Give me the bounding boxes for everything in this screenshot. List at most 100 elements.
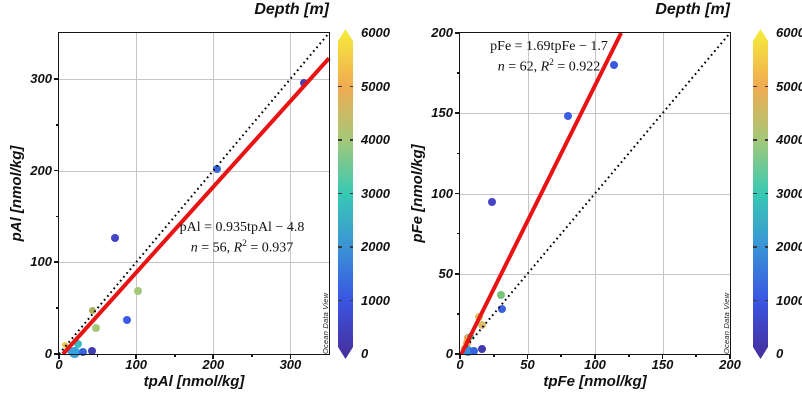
regression-stats: n = 56, R2 = 0.937: [190, 239, 294, 256]
colorbar-tick-label: 1000: [361, 292, 390, 308]
data-point: [92, 324, 101, 333]
data-point: [477, 345, 486, 354]
colorbar-tick-label: 3000: [776, 185, 802, 201]
gridline: [59, 262, 329, 264]
data-point: [497, 305, 506, 314]
y-tick-label: 150: [431, 105, 453, 121]
x-minor-tick-mark: [492, 354, 495, 357]
colorbar-title: Depth [m]: [254, 1, 329, 18]
regression-annotation: pAl = 0.935tpAl − 4.8 n = 56, R2 = 0.937: [157, 219, 327, 257]
x-tick-label: 100: [584, 357, 606, 372]
y-tick-mark: [54, 353, 59, 355]
data-point: [62, 341, 69, 348]
plot-area: pFe = 1.69tpFe − 1.7 n = 62, R2 = 0.922: [459, 32, 731, 356]
depth-colorbar: [338, 29, 353, 359]
y-tick-label: 100: [431, 185, 453, 201]
colorbar-tick-mark: [753, 85, 757, 88]
data-point: [88, 347, 97, 356]
panel-pal-vs-tpal: Depth [m] pAl [nmol/kg] pAl = 0.935tpAl …: [8, 1, 390, 390]
x-tick-mark: [729, 354, 731, 359]
colorbar-tick-label: 0: [776, 346, 784, 361]
gridline: [59, 170, 329, 172]
data-point: [122, 316, 131, 325]
y-minor-tick-mark: [456, 313, 460, 315]
data-point: [496, 290, 505, 299]
regression-stats: n = 62, R2 = 0.922: [497, 58, 601, 75]
y-tick-mark: [455, 112, 460, 115]
colorbar-tick-mark: [349, 85, 353, 88]
y-tick-mark: [455, 353, 460, 355]
data-point: [564, 112, 572, 121]
plot-lines: [58, 32, 331, 356]
y-tick-mark: [455, 272, 460, 275]
x-tick-label: 300: [279, 357, 302, 372]
regression-line: [61, 56, 331, 356]
regression-annotation: pFe = 1.69tpFe − 1.7 n = 62, R2 = 0.922: [460, 38, 638, 76]
colorbar-tick-mark: [349, 139, 353, 141]
colorbar-tick-label: 2000: [776, 239, 802, 254]
x-tick-mark: [212, 354, 215, 359]
plot-lines: [459, 32, 731, 355]
colorbar-tick-mark: [764, 85, 768, 88]
y-tick-label: 100: [30, 254, 52, 270]
x-axis-label: tpAl [nmol/kg]: [143, 373, 245, 390]
gridline: [59, 78, 329, 80]
panel-pfe-vs-tpfe: Depth [m] pFe [nmol/kg] pFe = 1.69tpFe −…: [401, 0, 802, 400]
plot-area: pAl = 0.935tpAl − 4.8 n = 56, R2 = 0.937: [58, 32, 331, 358]
y-minor-tick-mark: [55, 307, 59, 309]
x-tick-label: 200: [719, 357, 741, 372]
data-point: [463, 345, 474, 356]
colorbar-tick-mark: [753, 246, 757, 248]
colorbar-tick-mark: [338, 192, 342, 195]
x-tick-mark: [289, 354, 292, 359]
regression-equation: pAl = 0.935tpAl − 4.8: [179, 220, 305, 235]
data-point: [300, 78, 309, 87]
data-point: [609, 61, 618, 70]
y-tick-mark: [54, 78, 59, 80]
x-minor-tick-mark: [251, 354, 253, 357]
y-tick-label: 0: [445, 346, 453, 361]
colorbar-tick-mark: [349, 299, 353, 302]
y-tick-label: 50: [438, 265, 453, 281]
y-minor-tick-mark: [456, 72, 460, 74]
colorbar-tick-label: 6000: [776, 25, 802, 40]
colorbar-tick-label: 5000: [776, 78, 802, 94]
colorbar-tick-mark: [338, 246, 342, 248]
colorbar-tick-mark: [338, 299, 342, 302]
data-point: [66, 347, 75, 356]
x-tick-label: 100: [125, 357, 147, 372]
identity-line: [58, 32, 330, 355]
colorbar-title: Depth [m]: [655, 1, 730, 18]
x-tick-label: 0: [456, 357, 464, 372]
data-point: [111, 234, 120, 243]
colorbar-tick-mark: [338, 139, 342, 141]
data-point: [88, 307, 96, 315]
x-minor-tick-mark: [560, 354, 563, 357]
y-tick-label: 300: [30, 70, 52, 86]
colorbar-tick-label: 3000: [361, 185, 390, 201]
colorbar-tick-mark: [753, 299, 757, 302]
colorbar-tick-label: 4000: [361, 132, 390, 147]
colorbar-gradient: [338, 29, 353, 359]
x-tick-mark: [526, 354, 529, 359]
gridline: [213, 33, 215, 354]
x-minor-tick-mark: [173, 354, 176, 357]
x-minor-tick-mark: [627, 354, 630, 357]
colorbar-tick-mark: [338, 85, 342, 88]
x-tick-label: 200: [202, 357, 225, 372]
colorbar-tick-label: 5000: [361, 78, 390, 94]
y-tick-mark: [455, 32, 460, 34]
colorbar-tick-mark: [764, 192, 768, 195]
data-point: [469, 346, 478, 355]
y-tick-label: 200: [30, 162, 52, 178]
y-tick-label: 200: [431, 25, 453, 40]
x-tick-mark: [58, 354, 60, 359]
y-minor-tick-mark: [456, 232, 460, 235]
colorbar-tick-mark: [349, 246, 353, 248]
gridline: [290, 33, 292, 354]
colorbar-tick-mark: [753, 139, 757, 141]
gridline: [460, 273, 730, 275]
y-tick-mark: [455, 192, 460, 195]
data-point: [78, 348, 87, 357]
colorbar-gradient: [753, 29, 768, 359]
